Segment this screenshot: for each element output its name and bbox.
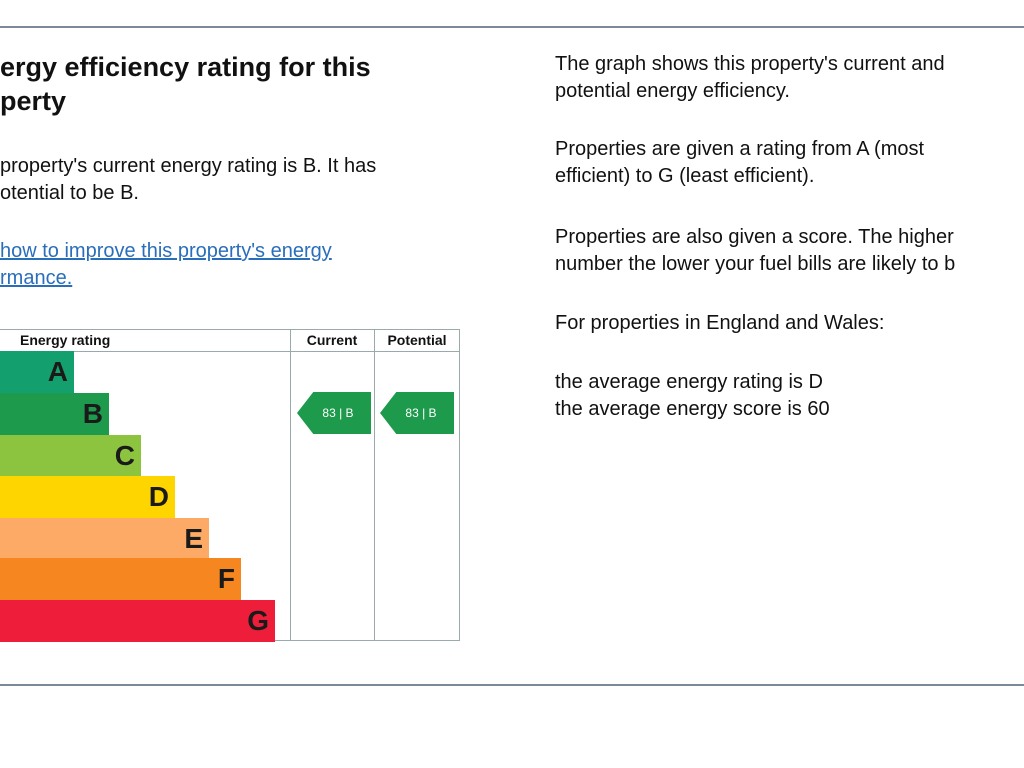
info-paragraph: Properties are given a rating from A (mo…	[555, 136, 955, 190]
info-line: Properties are also given a score. The h…	[555, 226, 954, 248]
band: G	[0, 600, 275, 642]
summary: property's current energy rating is B. I…	[0, 153, 376, 207]
heading-line: ergy efficiency rating for this	[0, 52, 371, 82]
info-paragraph: For properties in England and Wales:	[555, 310, 955, 337]
band: D	[0, 476, 175, 518]
band: C	[0, 435, 141, 477]
summary-line: otential to be B.	[0, 182, 139, 204]
link-line[interactable]: rmance.	[0, 267, 73, 289]
info-paragraph: The graph shows this property's current …	[555, 51, 955, 105]
band: A	[0, 351, 74, 393]
info-line: the average energy rating is D	[555, 371, 823, 393]
rating-table: Energy rating Current Potential A B C D …	[0, 329, 460, 642]
info-line: potential energy efficiency.	[555, 80, 790, 102]
header: Potential	[387, 332, 447, 348]
heading-line: perty	[0, 86, 67, 116]
header: Energy rating	[20, 332, 111, 348]
potential-rating: 83 | B	[380, 392, 454, 434]
top-rule	[0, 26, 1024, 28]
band: B	[0, 393, 109, 435]
bottom-rule	[0, 684, 1024, 686]
info-paragraph: Properties are also given a score. The h…	[555, 224, 955, 278]
heading: ergy efficiency rating for this perty	[0, 50, 371, 118]
band: F	[0, 558, 241, 600]
info-paragraph: the average energy rating is D the avera…	[555, 369, 955, 423]
summary-line: property's current energy rating is B. I…	[0, 155, 377, 177]
column-rule	[374, 330, 375, 640]
current-rating: 83 | B	[297, 392, 371, 434]
info-line: The graph shows this property's current …	[555, 53, 945, 75]
info-line: the average energy score is 60	[555, 398, 830, 420]
info: The graph shows this property's current …	[555, 51, 955, 423]
info-line: efficient) to G (least efficient).	[555, 165, 815, 187]
band: E	[0, 518, 209, 560]
header: Current	[306, 332, 358, 348]
info-line: number the lower your fuel bills are lik…	[555, 253, 956, 275]
info-line: For properties in England and Wales:	[555, 312, 885, 334]
header-rule	[0, 351, 459, 352]
column-rule	[290, 330, 291, 640]
improve-link[interactable]: how to improve this property's energy rm…	[0, 238, 332, 292]
info-line: Properties are given a rating from A (mo…	[555, 138, 925, 160]
link-line[interactable]: how to improve this property's energy	[0, 240, 332, 262]
